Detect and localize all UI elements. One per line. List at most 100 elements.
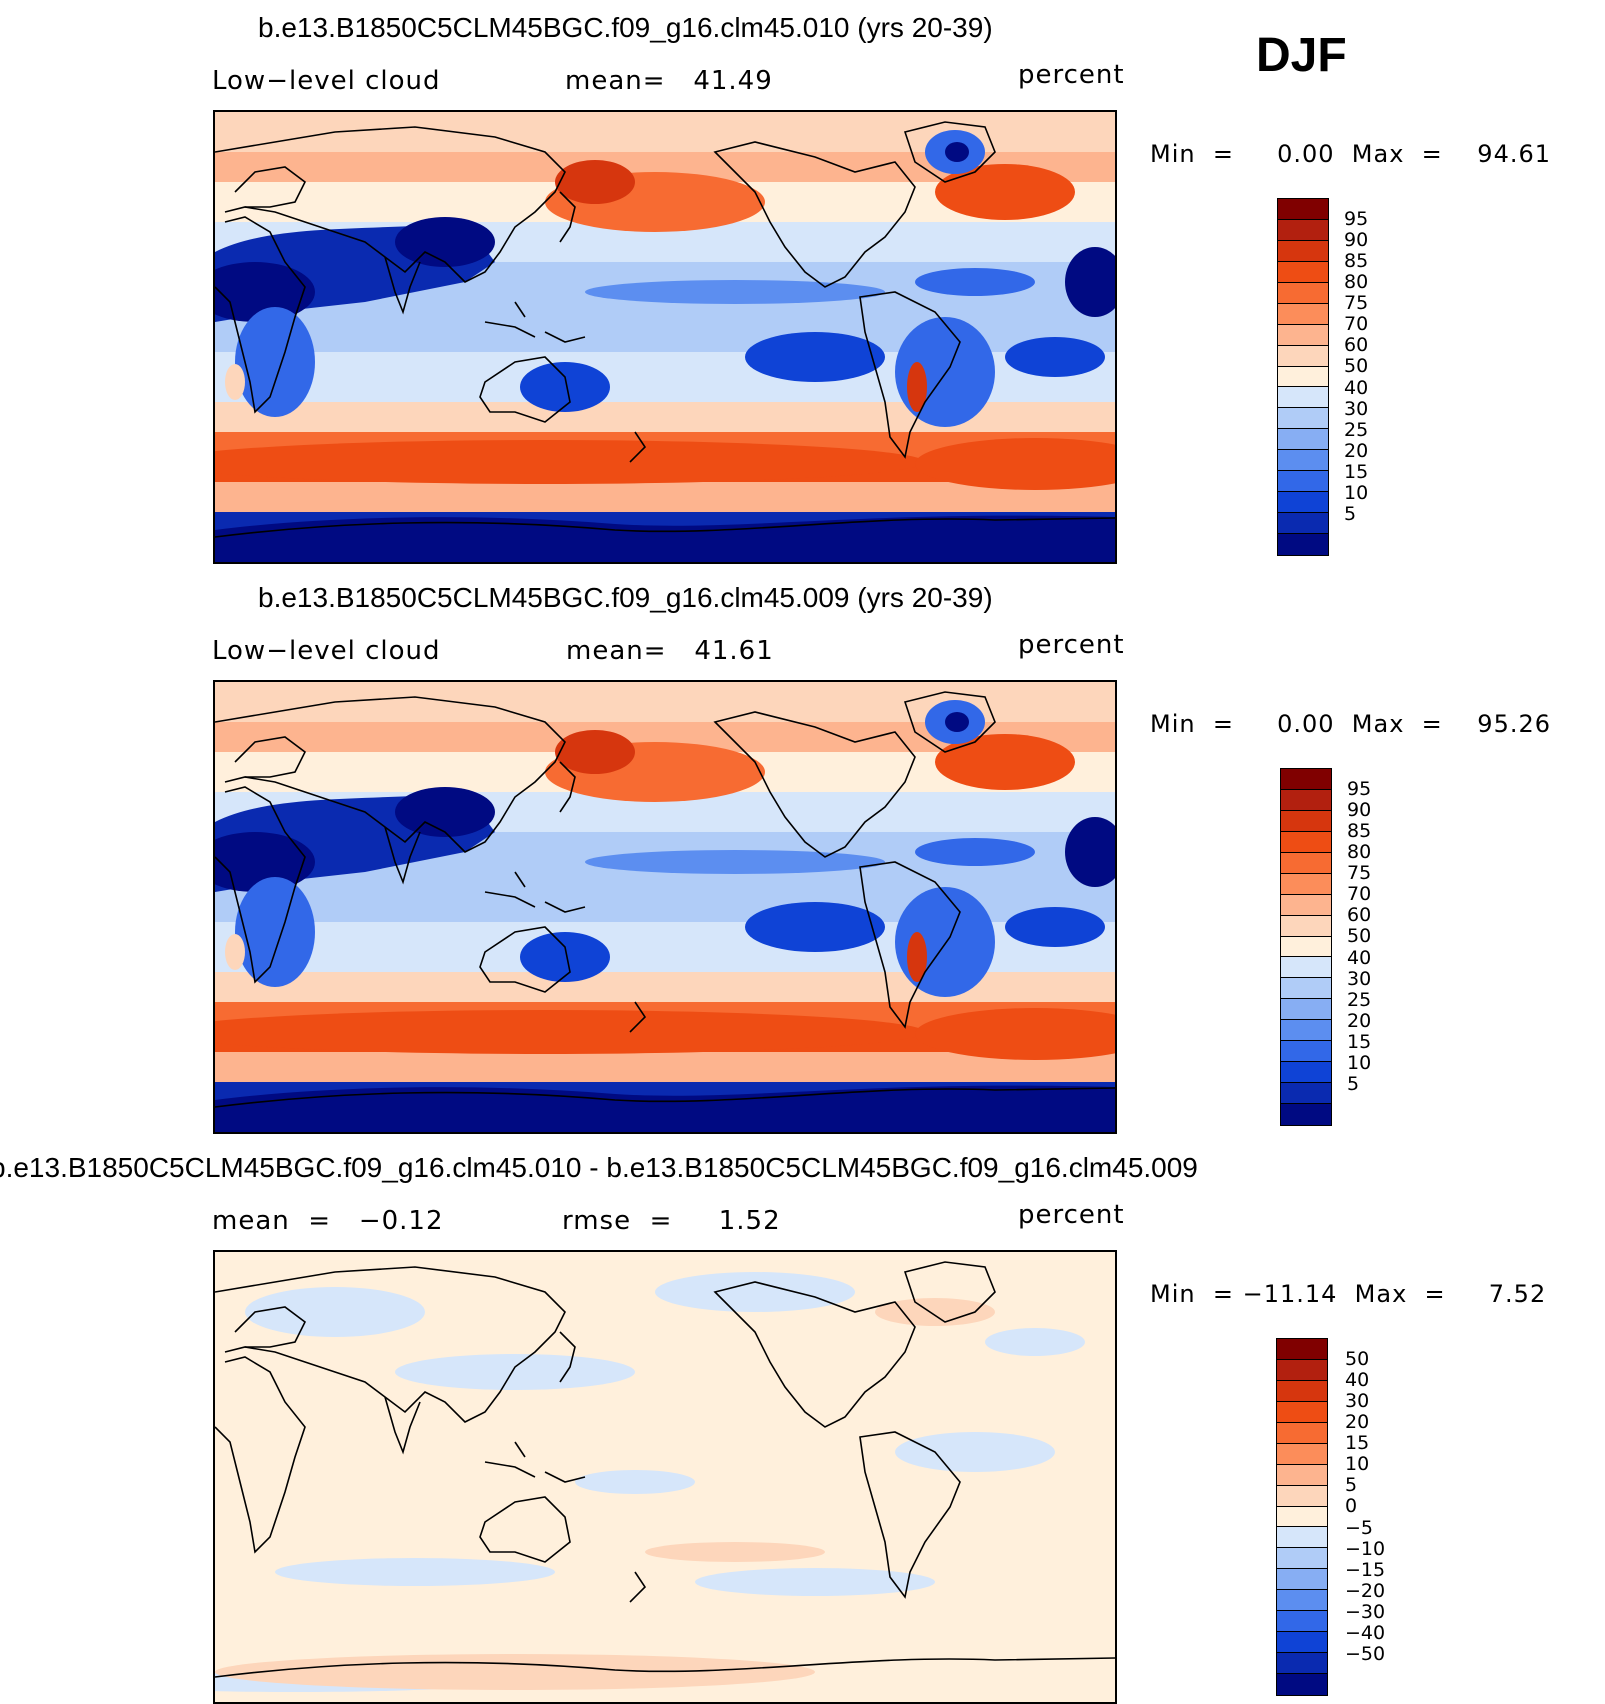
colorbar-swatch — [1277, 1569, 1327, 1591]
field-band — [215, 1052, 1115, 1082]
field-patch — [585, 280, 885, 304]
field-patch — [945, 142, 969, 162]
colorbar-tick-label: −30 — [1345, 1600, 1386, 1623]
coastline — [859, 1431, 961, 1599]
colorbar-tick-label: 60 — [1344, 334, 1369, 357]
panel-3-colorbar — [1276, 1338, 1328, 1696]
coastline — [514, 1441, 526, 1458]
colorbar-swatch — [1281, 769, 1331, 790]
field-patch — [907, 362, 927, 412]
panel-3-map — [213, 1250, 1117, 1704]
field-patch — [745, 332, 885, 382]
colorbar-tick-label: 50 — [1345, 1348, 1370, 1371]
colorbar-swatch — [1277, 1506, 1327, 1528]
field-patch — [585, 850, 885, 874]
colorbar-tick-label: 30 — [1344, 397, 1369, 420]
colorbar-swatch — [1278, 408, 1328, 430]
colorbar-swatch — [1281, 1104, 1331, 1125]
field-patch — [275, 1558, 555, 1586]
panel-2-minmax: Min = 0.00 Max = 95.26 — [1150, 710, 1551, 738]
field-patch — [645, 1542, 825, 1562]
colorbar-swatch — [1281, 810, 1331, 832]
colorbar-tick-label: 0 — [1345, 1495, 1358, 1518]
field-patch — [235, 307, 315, 417]
coastline — [629, 1001, 647, 1033]
colorbar-swatch — [1278, 240, 1328, 262]
colorbar-tick-label: 25 — [1347, 988, 1372, 1011]
colorbar-swatch — [1278, 282, 1328, 304]
coastline — [559, 761, 576, 813]
colorbar-tick-label: 90 — [1347, 799, 1372, 822]
colorbar-tick-label: 25 — [1344, 418, 1369, 441]
field-patch — [395, 787, 495, 837]
coastline — [215, 1087, 1115, 1108]
field-patch — [245, 1287, 425, 1337]
colorbar-swatch — [1277, 1464, 1327, 1486]
panel-1-title: b.e13.B1850C5CLM45BGC.f09_g16.clm45.010 … — [258, 12, 993, 43]
panel-1-map — [213, 110, 1117, 564]
colorbar-swatch — [1277, 1485, 1327, 1507]
colorbar-tick-label: 5 — [1344, 502, 1357, 525]
panel-3-units-label: percent — [1018, 1200, 1125, 1230]
coastline — [384, 256, 421, 315]
field-patch — [225, 934, 245, 970]
colorbar-swatch — [1281, 789, 1331, 811]
coastline — [629, 431, 647, 463]
colorbar-tick-label: −40 — [1345, 1621, 1386, 1644]
colorbar-swatch — [1278, 199, 1328, 220]
colorbar-swatch — [1281, 873, 1331, 895]
field-patch — [935, 734, 1075, 790]
field-patch — [895, 1432, 1055, 1472]
colorbar-swatch — [1281, 1041, 1331, 1063]
field-patch — [215, 1085, 1115, 1132]
panel-3-coastlines — [215, 1261, 1115, 1678]
colorbar-tick-label: 20 — [1344, 439, 1369, 462]
colorbar-swatch — [1277, 1401, 1327, 1423]
coastline — [629, 1571, 647, 1603]
panel-1-minmax: Min = 0.00 Max = 94.61 — [1150, 140, 1551, 168]
colorbar-swatch — [1281, 894, 1331, 916]
coastline — [215, 216, 306, 414]
colorbar-tick-label: −5 — [1345, 1516, 1374, 1539]
colorbar-swatch — [1278, 450, 1328, 472]
colorbar-swatch — [1278, 261, 1328, 283]
coastline — [713, 141, 916, 288]
panel-3-rmse-label: rmse = 1.52 — [562, 1206, 781, 1236]
field-patch — [575, 1470, 695, 1494]
panel-3-mean-label: mean = −0.12 — [212, 1206, 444, 1236]
coastline — [479, 356, 571, 423]
colorbar-swatch — [1281, 936, 1331, 958]
colorbar-tick-label: 10 — [1347, 1051, 1372, 1074]
colorbar-tick-label: 15 — [1345, 1432, 1370, 1455]
colorbar-tick-label: 85 — [1344, 250, 1369, 273]
colorbar-tick-label: 80 — [1344, 271, 1369, 294]
season-label: DJF — [1256, 29, 1347, 82]
coastline — [859, 291, 961, 459]
coastline — [215, 517, 1115, 538]
colorbar-swatch — [1278, 534, 1328, 555]
coastline — [234, 1306, 307, 1348]
coastline — [384, 1396, 421, 1455]
colorbar-tick-label: 10 — [1344, 481, 1369, 504]
panel-3-field — [215, 1252, 1115, 1702]
coastline — [903, 691, 996, 753]
coastline — [215, 1266, 566, 1423]
coastline — [559, 1331, 576, 1383]
coastline — [713, 711, 916, 858]
coastline — [903, 1261, 996, 1323]
colorbar-swatch — [1281, 978, 1331, 1000]
colorbar-swatch — [1277, 1422, 1327, 1444]
colorbar-tick-label: 85 — [1347, 820, 1372, 843]
field-patch — [520, 932, 610, 982]
colorbar-tick-label: 40 — [1347, 946, 1372, 969]
field-patch — [555, 730, 635, 774]
field-patch — [1065, 247, 1115, 317]
field-patch — [555, 160, 635, 204]
field-patch — [915, 268, 1035, 296]
colorbar-swatch — [1278, 366, 1328, 388]
colorbar-tick-label: 30 — [1347, 967, 1372, 990]
coastline — [479, 926, 571, 993]
field-patch — [695, 1568, 935, 1596]
panel-2-units-label: percent — [1018, 630, 1125, 660]
colorbar-swatch — [1281, 999, 1331, 1021]
